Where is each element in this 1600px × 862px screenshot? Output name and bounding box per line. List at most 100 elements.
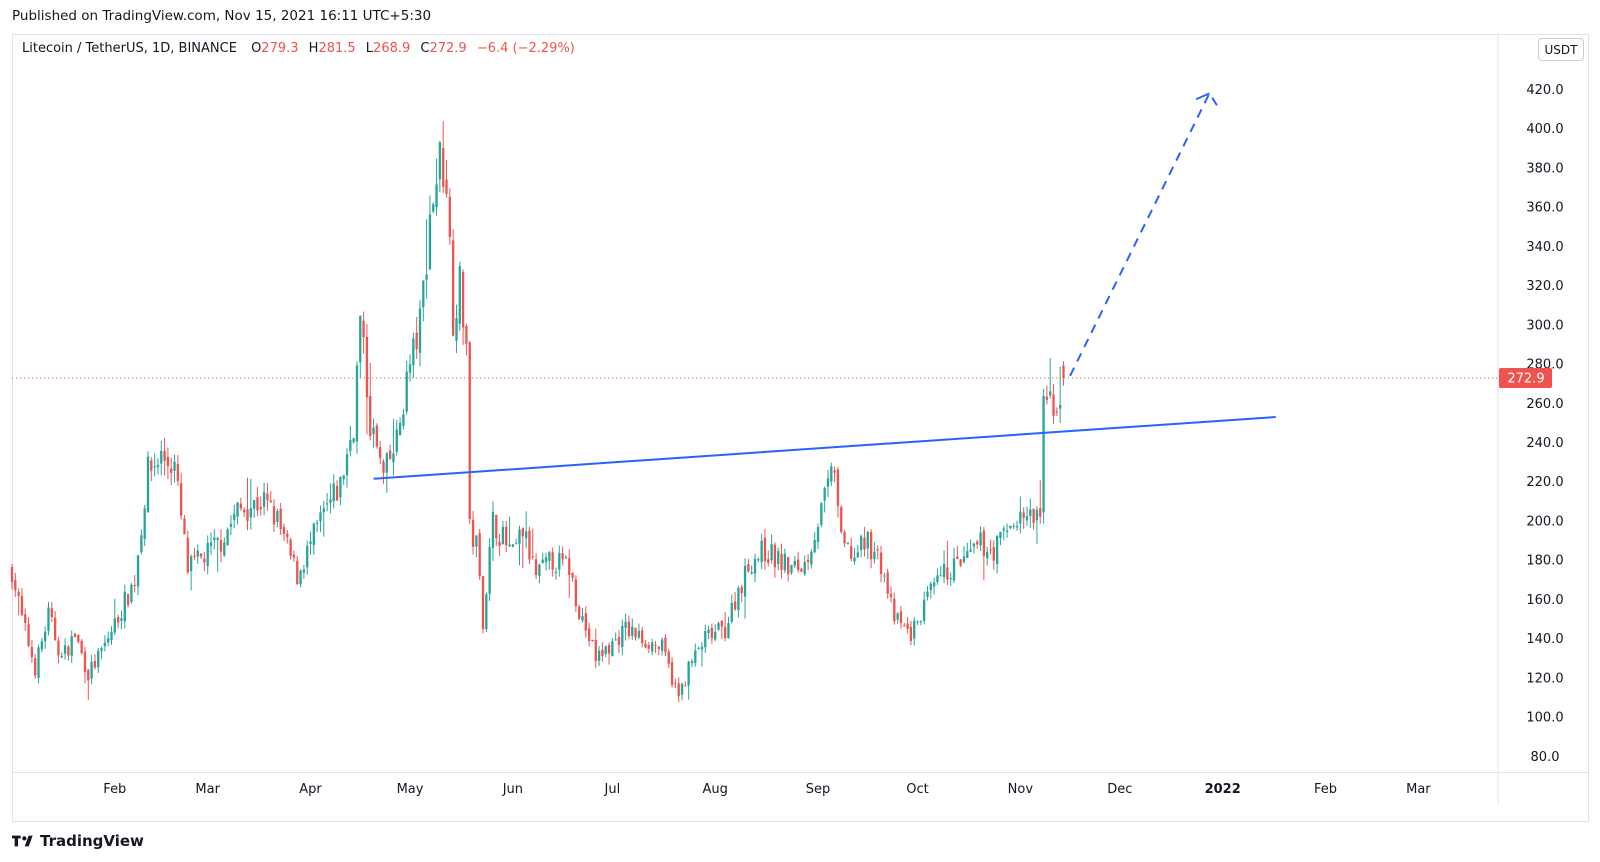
candle-body <box>349 439 352 451</box>
candle-body <box>272 506 276 525</box>
candle-body <box>757 559 760 561</box>
symbol-title[interactable]: Litecoin / TetherUS, 1D, BINANCE <box>22 41 237 56</box>
candle-body <box>926 591 929 597</box>
candle-body <box>677 683 680 697</box>
candle-body <box>282 526 286 534</box>
candle-body <box>126 594 130 605</box>
close-label: C <box>420 41 430 56</box>
candle-body <box>57 640 60 656</box>
candle-body <box>146 456 150 513</box>
candle-body <box>644 643 647 648</box>
candle-body <box>428 214 432 270</box>
candle-body <box>359 315 362 363</box>
candle-body <box>315 522 319 524</box>
candle-body <box>216 538 219 541</box>
candle-body <box>551 552 554 570</box>
candle-body <box>67 646 70 656</box>
candle-body <box>1009 525 1012 529</box>
candle-body <box>365 336 369 398</box>
candle-body <box>850 546 853 559</box>
candle-body <box>687 661 690 686</box>
support-trendline <box>373 416 1276 480</box>
candle-body <box>982 530 986 556</box>
candle-body <box>226 529 229 545</box>
tradingview-brand[interactable]: TradingView <box>12 832 144 850</box>
candle-body <box>491 511 495 548</box>
candle-body <box>1062 365 1065 378</box>
candle-body <box>372 427 375 435</box>
close-value: 272.9 <box>429 41 467 56</box>
candle-body <box>186 537 189 573</box>
y-tick-label: 100.0 <box>1526 711 1563 726</box>
y-tick-label: 340.0 <box>1526 240 1563 255</box>
candle-body <box>24 614 27 623</box>
candle-body <box>853 557 856 562</box>
candle-body <box>800 568 803 572</box>
candle-body <box>787 557 790 575</box>
candle-body <box>60 655 63 658</box>
candle-body <box>637 630 641 638</box>
candle-body <box>14 580 17 591</box>
currency-button[interactable]: USDT <box>1538 38 1584 61</box>
candle-body <box>733 601 737 610</box>
candle-body <box>879 552 883 575</box>
candle-body <box>83 651 87 672</box>
candle-body <box>90 661 93 679</box>
candle-body <box>140 535 143 552</box>
candle-body <box>289 539 292 556</box>
candle-body <box>379 447 382 458</box>
candle-body <box>219 539 223 552</box>
candle-body <box>833 470 836 473</box>
candle-body <box>803 561 806 575</box>
candle-body <box>740 587 743 594</box>
candle-body <box>654 644 657 646</box>
candle-body <box>923 599 926 621</box>
candle-body <box>521 528 524 537</box>
candle-body <box>949 577 952 579</box>
candle-body <box>501 526 505 545</box>
candle-body <box>1042 395 1045 513</box>
candle-body <box>969 549 972 552</box>
candle-body <box>899 611 903 624</box>
candle-body <box>445 179 448 194</box>
candle-body <box>704 631 707 648</box>
candle-body <box>581 616 584 621</box>
high-label: H <box>308 41 319 56</box>
candle-body <box>398 422 402 435</box>
candle-body <box>869 532 873 560</box>
candle-body <box>763 537 767 561</box>
candle-body <box>614 639 617 641</box>
candle-body <box>813 540 816 553</box>
candle-body <box>458 266 461 324</box>
last-price-label: 272.9 <box>1507 371 1544 386</box>
candle-body <box>528 530 531 560</box>
candle-body <box>873 551 876 560</box>
candle-body <box>455 318 458 341</box>
candle-body <box>488 546 491 594</box>
candle-body <box>180 483 183 516</box>
change-value: −6.4 (−2.29%) <box>476 41 575 56</box>
x-tick-label: 2022 <box>1205 782 1241 797</box>
candle-body <box>80 640 83 654</box>
candle-body <box>624 621 627 628</box>
candle-body <box>750 572 753 574</box>
candle-body <box>657 646 660 649</box>
candle-body <box>664 637 667 653</box>
high-value: 281.5 <box>318 41 356 56</box>
y-tick-label: 320.0 <box>1526 279 1563 294</box>
candle-body <box>631 626 634 637</box>
x-tick-label: Jun <box>502 782 523 797</box>
candle-body <box>1052 394 1055 416</box>
candle-body <box>1012 525 1015 527</box>
x-tick-label: Mar <box>195 782 220 797</box>
candle-body <box>601 649 604 657</box>
candle-body <box>694 650 697 663</box>
candle-body <box>956 556 959 560</box>
candle-body <box>558 553 561 570</box>
candle-body <box>604 646 607 654</box>
candle-body <box>906 623 909 629</box>
candle-body <box>432 204 435 212</box>
candle-body <box>1058 404 1062 409</box>
candle-body <box>627 621 631 637</box>
